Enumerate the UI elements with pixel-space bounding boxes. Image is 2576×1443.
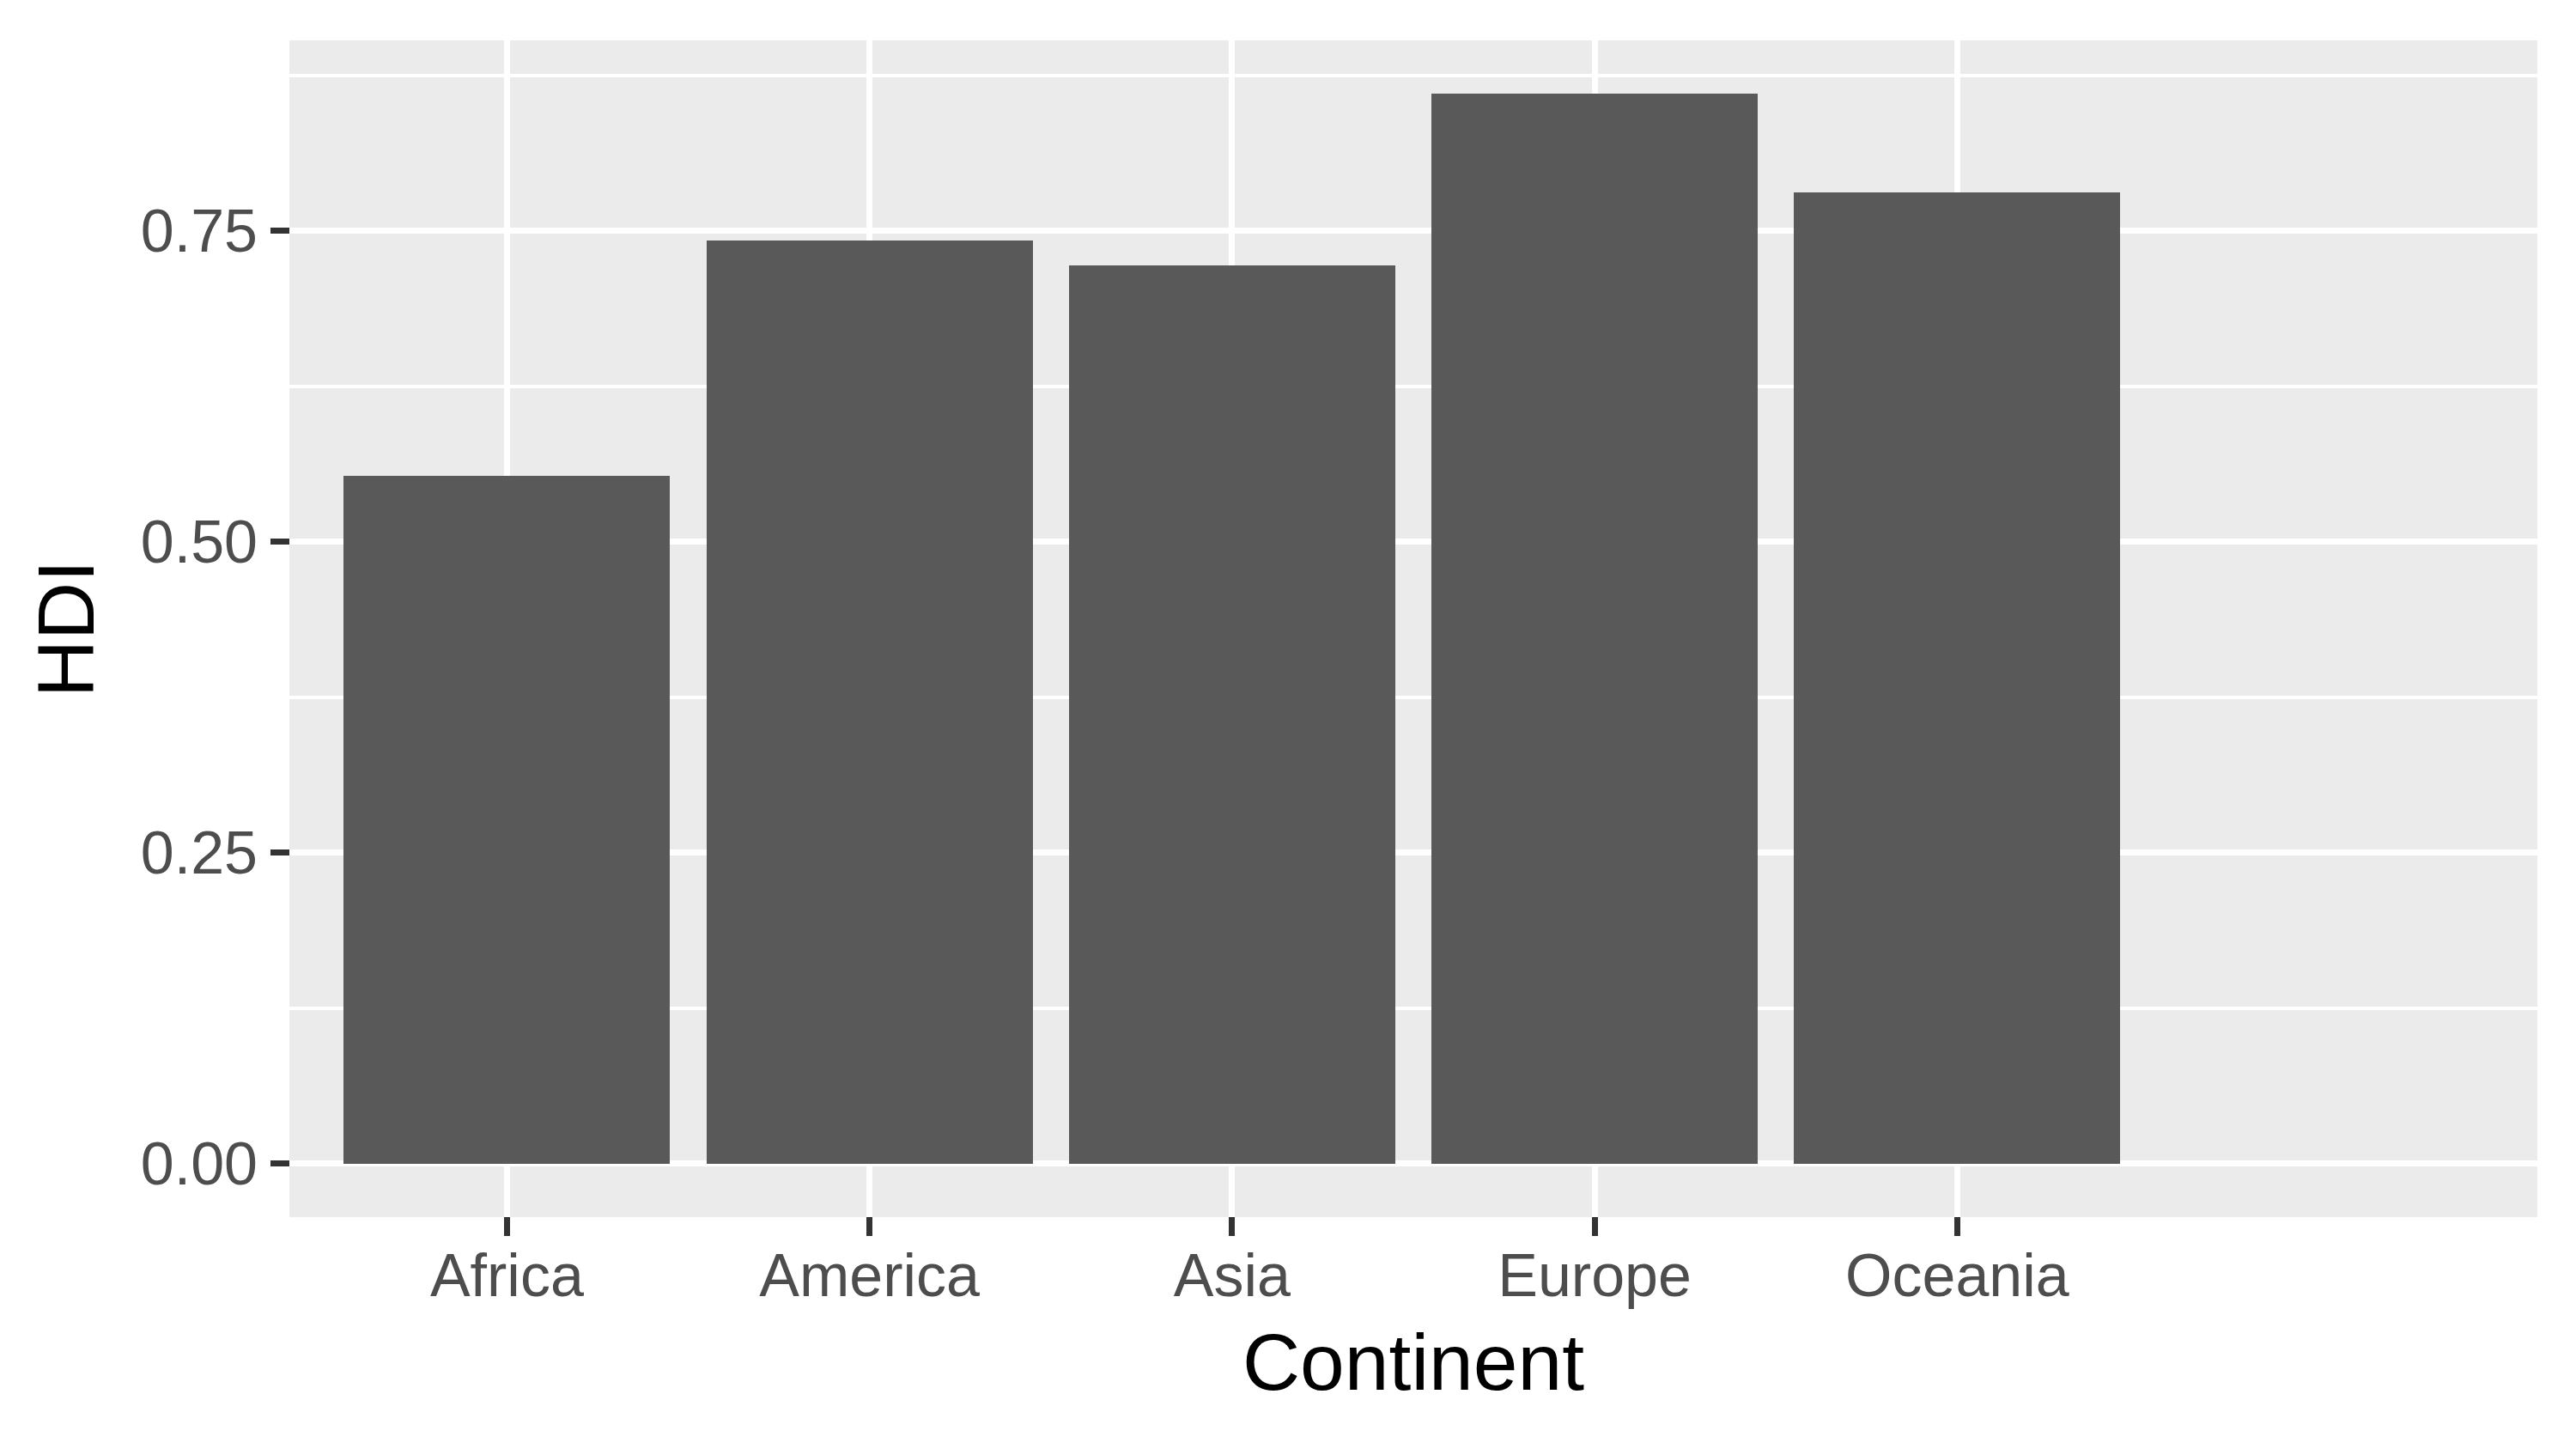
bar [707,240,1033,1164]
y-tick-mark [270,1160,289,1166]
x-axis-title: Continent [289,1323,2537,1403]
y-tick-mark [270,539,289,545]
y-gridline-minor [289,385,2537,388]
y-tick-mark [270,849,289,855]
plot-panel [289,40,2537,1217]
y-axis-title: HDI [27,560,106,697]
bar [1794,192,2120,1164]
x-tick-mark [1592,1217,1598,1236]
bar [1069,265,1395,1164]
bar [343,476,670,1164]
y-tick-label: 0.25 [0,823,258,883]
bar [1431,94,1758,1163]
y-tick-label: 0.00 [0,1134,258,1194]
x-tick-mark [1229,1217,1235,1236]
x-tick-mark [504,1217,510,1236]
y-gridline-minor [289,74,2537,77]
x-tick-mark [1954,1217,1960,1236]
x-tick-mark [866,1217,872,1236]
y-tick-label: 0.50 [0,512,258,572]
y-gridline-major [289,228,2537,234]
y-tick-mark [270,228,289,234]
bar-chart-figure: HDI 0.000.250.500.75 AfricaAmericaAsiaEu… [0,0,2576,1443]
y-tick-label: 0.75 [0,201,258,261]
x-tick-label: Oceania [1716,1245,2197,1306]
